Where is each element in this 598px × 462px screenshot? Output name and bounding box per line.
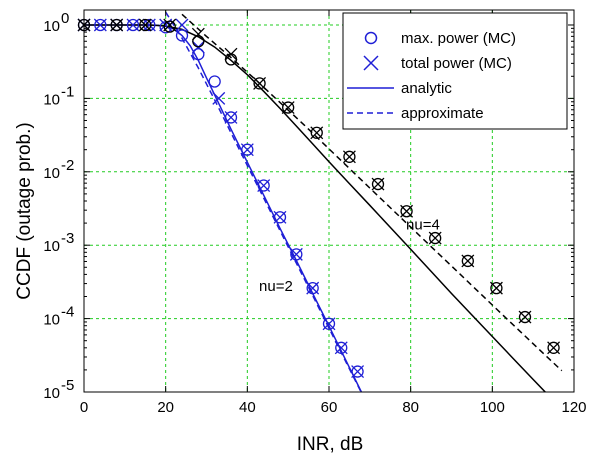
legend-marker-circle xyxy=(364,31,378,45)
point-nu4-total-power-mc xyxy=(489,281,503,295)
y-tick-exponent: -1 xyxy=(61,83,74,100)
point-nu4-max-power-mc xyxy=(429,231,442,245)
annotation-nu4: nu=4 xyxy=(406,217,440,234)
point-nu4-max-power-mc xyxy=(110,18,123,32)
point-nu4-total-power-mc xyxy=(518,310,532,324)
point-nu2-total-power-mc xyxy=(224,110,238,124)
legend: max. power (MC) total power (MC) analyti… xyxy=(342,12,568,130)
point-nu2-total-power-mc xyxy=(351,365,365,378)
point-nu2-max-power-mc xyxy=(273,211,287,224)
point-nu2-total-power-mc xyxy=(306,281,320,295)
point-nu2-max-power-mc xyxy=(175,29,189,42)
point-nu4-total-power-mc xyxy=(461,254,475,268)
point-nu2-total-power-mc xyxy=(212,91,226,105)
legend-box xyxy=(342,12,568,130)
point-nu4-total-power-mc xyxy=(191,27,205,41)
y-tick-exponent: 0 xyxy=(61,10,69,27)
point-nu2-total-power-mc xyxy=(175,18,189,32)
x-axis-label: INR, dB xyxy=(297,434,364,455)
y-tick-label: 10 xyxy=(43,312,60,329)
line-nu2-analytic xyxy=(84,24,363,392)
annotation-nu2: nu=2 xyxy=(259,278,293,295)
point-nu2-max-power-mc xyxy=(322,317,336,330)
point-nu4-max-power-mc xyxy=(163,20,176,33)
point-nu2-total-power-mc xyxy=(93,18,107,32)
series-markers xyxy=(77,18,561,378)
point-nu4-total-power-mc xyxy=(224,47,238,61)
legend-label-max-power: max. power (MC) xyxy=(401,30,516,47)
y-tick-label: 10 xyxy=(43,165,60,182)
point-nu4-max-power-mc xyxy=(518,310,532,324)
point-nu4-total-power-mc xyxy=(342,150,356,164)
point-nu2-max-power-mc xyxy=(224,111,238,124)
point-nu2-total-power-mc xyxy=(257,179,271,192)
y-tick-exponent: -4 xyxy=(61,304,74,321)
point-nu2-max-power-mc xyxy=(208,75,221,88)
point-nu4-max-power-mc xyxy=(282,101,295,114)
legend-label-total-power: total power (MC) xyxy=(401,55,512,72)
y-tick-exponent: -5 xyxy=(61,377,74,394)
point-nu2-max-power-mc xyxy=(241,143,254,156)
point-nu2-max-power-mc xyxy=(192,48,205,61)
point-nu4-max-power-mc xyxy=(343,150,356,163)
point-nu4-total-power-mc xyxy=(310,126,324,140)
point-nu4-total-power-mc xyxy=(371,177,385,191)
x-tick-label: 100 xyxy=(480,399,505,416)
point-nu2-max-power-mc xyxy=(126,18,140,32)
point-nu2-total-power-mc xyxy=(334,341,348,355)
y-tick-exponent: -2 xyxy=(61,157,74,174)
point-nu2-max-power-mc xyxy=(143,18,156,32)
y-tick-label: 10 xyxy=(43,385,60,402)
point-nu4-total-power-mc xyxy=(400,204,414,218)
point-nu2-total-power-mc xyxy=(273,210,287,224)
x-tick-label: 80 xyxy=(402,399,419,416)
point-nu4-max-power-mc xyxy=(371,177,385,191)
point-nu4-max-power-mc xyxy=(310,126,323,139)
point-nu4-total-power-mc xyxy=(281,101,295,115)
point-nu4-max-power-mc xyxy=(461,254,474,268)
point-nu2-max-power-mc xyxy=(257,179,270,192)
y-tick-label: 10 xyxy=(43,238,60,255)
point-nu4-max-power-mc xyxy=(547,341,560,354)
x-tick-label: 60 xyxy=(321,399,338,416)
point-nu2-total-power-mc xyxy=(126,18,140,32)
point-nu2-max-power-mc xyxy=(335,341,348,354)
y-axis-label: CCDF (outage prob.) xyxy=(14,122,35,299)
point-nu2-total-power-mc xyxy=(289,247,303,261)
line-nu2-approximate xyxy=(165,11,362,392)
point-nu4-max-power-mc xyxy=(253,77,266,90)
point-nu2-total-power-mc xyxy=(240,143,254,157)
y-tick-exponent: -3 xyxy=(61,230,74,247)
point-nu2-max-power-mc xyxy=(306,281,319,295)
point-nu2-total-power-mc xyxy=(322,317,336,331)
legend-label-analytic: analytic xyxy=(401,80,452,97)
x-tick-label: 40 xyxy=(239,399,256,416)
x-tick-label: 0 xyxy=(80,399,88,416)
point-nu4-total-power-mc xyxy=(253,76,267,90)
point-nu4-max-power-mc xyxy=(139,18,152,32)
line-nu4-analytic xyxy=(84,24,547,392)
x-tick-label: 20 xyxy=(157,399,174,416)
point-nu4-max-power-mc xyxy=(490,281,503,295)
point-nu4-total-power-mc xyxy=(163,18,177,32)
legend-label-approximate: approximate xyxy=(401,105,484,122)
point-nu4-total-power-mc xyxy=(110,18,124,32)
point-nu4-max-power-mc xyxy=(192,35,205,48)
point-nu2-max-power-mc xyxy=(94,18,107,32)
x-tick-label: 120 xyxy=(561,399,586,416)
point-nu4-total-power-mc xyxy=(547,341,561,355)
point-nu4-total-power-mc xyxy=(428,231,442,245)
y-tick-label: 10 xyxy=(43,18,60,35)
point-nu2-total-power-mc xyxy=(142,18,156,32)
legend-marker-x xyxy=(363,55,379,71)
plot-area xyxy=(77,11,563,392)
point-nu4-total-power-mc xyxy=(138,18,152,32)
point-nu4-max-power-mc xyxy=(400,205,413,218)
point-nu2-max-power-mc xyxy=(351,365,364,378)
point-nu2-max-power-mc xyxy=(290,248,303,261)
y-tick-label: 10 xyxy=(43,91,60,108)
